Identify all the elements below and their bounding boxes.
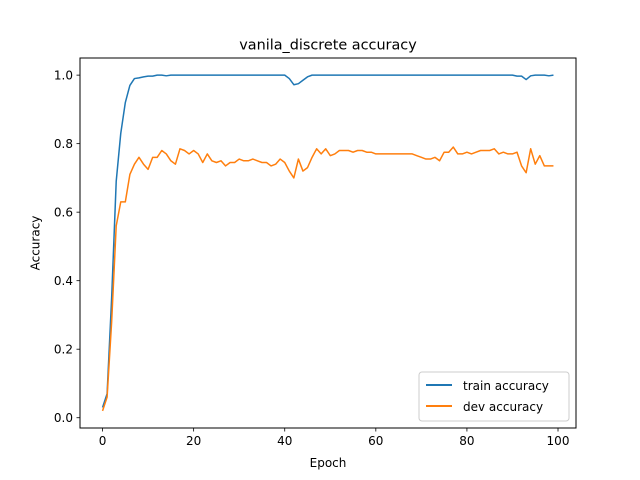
y-axis-label: Accuracy <box>29 216 43 271</box>
x-tick-label: 0 <box>99 434 107 448</box>
y-tick-label: 0.0 <box>54 411 73 425</box>
series-lines <box>101 74 554 412</box>
legend: train accuracy dev accuracy <box>418 371 570 422</box>
legend-label-dev-accuracy: dev accuracy <box>463 400 543 414</box>
y-tick-label: 0.6 <box>54 206 73 220</box>
y-axis: 0.0 0.2 0.4 0.6 0.8 1.0 <box>54 69 80 425</box>
x-tick-label: 60 <box>368 434 383 448</box>
x-tick-label: 20 <box>186 434 201 448</box>
y-tick-label: 0.8 <box>54 137 73 151</box>
chart-title: vanila_discrete accuracy <box>239 38 417 54</box>
x-tick-label: 100 <box>547 434 570 448</box>
legend-label-train-accuracy: train accuracy <box>463 379 549 393</box>
series-line-train-accuracy <box>101 74 554 408</box>
x-tick-label: 40 <box>277 434 292 448</box>
series-line-dev-accuracy <box>101 146 554 412</box>
y-tick-label: 1.0 <box>54 69 73 83</box>
x-axis: 0 20 40 60 80 100 <box>99 428 570 448</box>
legend-box <box>418 371 570 422</box>
y-tick-label: 0.4 <box>54 274 73 288</box>
x-axis-label: Epoch <box>310 456 347 470</box>
x-tick-label: 80 <box>459 434 474 448</box>
y-tick-label: 0.2 <box>54 343 73 357</box>
plot-area <box>79 57 577 429</box>
